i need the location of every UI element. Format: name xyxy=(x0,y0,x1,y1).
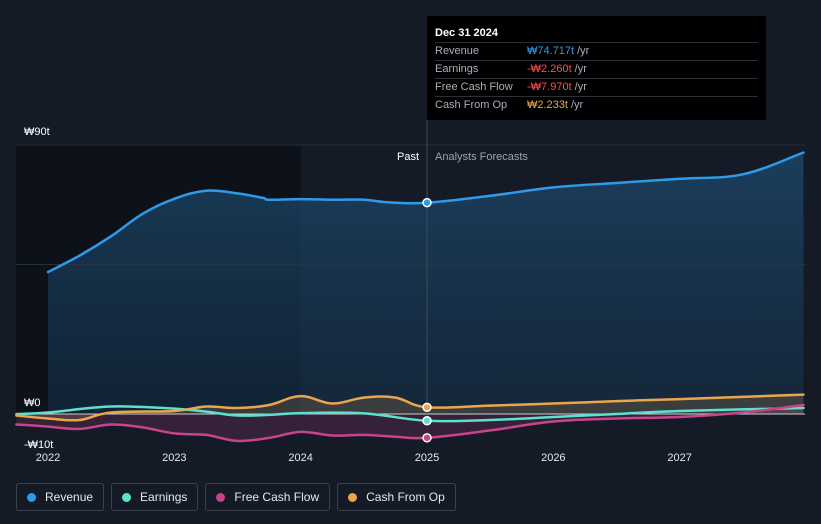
revenue-marker xyxy=(422,197,432,208)
earnings-marker xyxy=(422,416,432,426)
legend-label: Cash From Op xyxy=(366,490,445,504)
tooltip-unit: /yr xyxy=(574,63,587,75)
tooltip-label: Earnings xyxy=(435,63,479,75)
x-axis-tick-label: 2027 xyxy=(667,452,691,464)
tooltip-row-earnings: Earnings -₩2.260t /yr xyxy=(435,60,758,78)
tooltip-value: -₩2.260t xyxy=(527,63,572,75)
tooltip-value: ₩74.717t xyxy=(527,45,575,57)
tooltip-label: Revenue xyxy=(435,45,480,57)
revenue-area xyxy=(48,152,804,414)
y-axis-tick-label: ₩0 xyxy=(24,397,41,409)
tooltip-unit: /yr xyxy=(574,81,587,93)
tooltip: Dec 31 2024 Revenue ₩74.717t /yr Earning… xyxy=(427,16,766,120)
legend-dot-icon xyxy=(122,492,132,502)
legend-label: Free Cash Flow xyxy=(234,490,320,504)
tooltip-row-cash-from-op: Cash From Op ₩2.233t /yr xyxy=(435,96,758,114)
legend-dot-icon xyxy=(216,492,226,502)
cash-from-op-marker xyxy=(422,402,432,413)
x-axis-tick-label: 2026 xyxy=(541,452,565,464)
tooltip-value: ₩2.233t xyxy=(527,99,568,111)
past-label: Past xyxy=(397,151,419,163)
tooltip-unit: /yr xyxy=(577,45,590,57)
x-axis-tick-label: 2022 xyxy=(36,452,60,464)
legend-label: Revenue xyxy=(45,490,94,504)
legend-item-cash-from-op[interactable]: Cash From Op xyxy=(337,483,456,511)
free-cash-flow-area xyxy=(16,405,804,441)
tooltip-unit: /yr xyxy=(570,99,584,111)
x-axis-tick-label: 2023 xyxy=(162,452,186,464)
cash-from-op-line xyxy=(15,393,805,422)
x-axis-tick-label: 2024 xyxy=(288,452,312,464)
legend-item-free-cash-flow[interactable]: Free Cash Flow xyxy=(205,483,331,511)
x-axis-tick-label: 2025 xyxy=(415,452,439,464)
legend-item-earnings[interactable]: Earnings xyxy=(111,483,199,511)
tooltip-row-revenue: Revenue ₩74.717t /yr xyxy=(435,42,758,60)
tooltip-value: -₩7.970t xyxy=(527,81,572,93)
legend-item-revenue[interactable]: Revenue xyxy=(16,483,105,511)
y-axis-tick-label: -₩10t xyxy=(24,439,53,451)
revenue-line xyxy=(46,151,805,274)
tooltip-label: Free Cash Flow xyxy=(435,81,513,93)
free-cash-flow-line xyxy=(15,403,805,443)
y-axis-tick-label: ₩90t xyxy=(24,126,50,138)
earnings-line xyxy=(15,405,805,423)
legend-dot-icon xyxy=(27,492,36,502)
legend-dot-icon xyxy=(348,492,358,502)
free-cash-flow-marker xyxy=(422,433,432,443)
forecast-label: Analysts Forecasts xyxy=(435,151,528,163)
tooltip-date: Dec 31 2024 xyxy=(435,27,498,39)
legend-label: Earnings xyxy=(140,490,188,504)
tooltip-row-free-cash-flow: Free Cash Flow -₩7.970t /yr xyxy=(435,78,758,96)
tooltip-label: Cash From Op xyxy=(435,99,508,111)
legend: Revenue Earnings Free Cash Flow Cash Fro… xyxy=(16,483,456,511)
